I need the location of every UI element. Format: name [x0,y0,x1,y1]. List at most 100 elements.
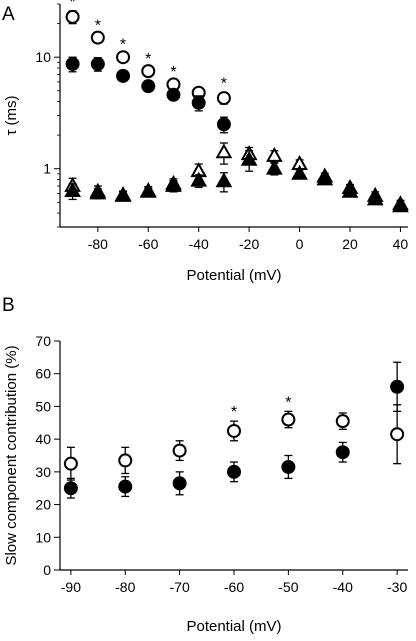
data-point [227,461,241,483]
significance-star: * [285,394,291,411]
data-point [118,446,133,475]
filled-circle-marker [166,87,181,102]
data-point [141,64,156,79]
filled-circle-marker [116,68,131,83]
data-point [392,197,409,213]
significance-star: * [221,76,227,93]
filled-circle-marker [172,476,187,491]
filled-circle-marker [335,445,350,460]
panel-b-chart: -90 -80 -70 -60 -50 -40 -30 0 10 20 30 40 50 60 70 Pote… [3,333,408,635]
x-tick-label: -60 [224,579,244,595]
open-circle-marker [63,456,78,471]
data-point [90,56,105,72]
y-axis-label: τ (ms) [3,95,20,135]
data-point [281,410,296,429]
x-axis-label: Potential (mV) [186,618,281,635]
x-tick-label: -90 [61,579,81,595]
filled-circle-marker [227,464,241,479]
filled-triangle-marker [240,150,258,166]
data-point [335,441,350,463]
filled-circle-marker [141,79,156,94]
data-point [291,164,308,180]
data-point [335,412,350,430]
y-tick-label: 20 [35,497,51,513]
filled-circle-marker [390,379,405,394]
significance-star: * [231,404,237,421]
significance-star: * [120,36,126,53]
open-circle-marker [65,9,80,24]
series-filled-circle [65,56,231,134]
data-point [172,440,187,462]
significance-star: * [69,0,75,11]
data-point [265,159,283,176]
x-tick-label: -50 [278,579,298,595]
x-tick-label: -70 [170,579,190,595]
panel-b-letter: B [2,295,15,316]
y-tick-label: 1 [43,161,51,177]
data-point [216,91,231,106]
panel-a-letter: A [2,4,15,25]
data-point [366,190,384,206]
filled-circle-marker [63,481,78,496]
data-point [172,471,187,496]
y-tick-label: 50 [35,398,51,414]
open-circle-marker [216,91,231,106]
data-point [165,176,182,193]
data-point [215,142,233,165]
filled-circle-marker [118,479,133,494]
data-point [240,150,258,172]
open-circle-marker [118,453,133,468]
data-point [316,170,334,186]
x-tick-label: 0 [296,236,304,252]
open-circle-marker [390,427,405,442]
filled-circle-marker [216,117,231,132]
filled-triangle-marker [265,159,283,175]
x-tick-label: -60 [138,236,158,252]
open-triangle-marker [215,143,233,159]
data-point [227,420,241,442]
data-point [166,77,181,92]
filled-triangle-marker [64,182,81,197]
significance-star: * [145,51,151,68]
filled-triangle-marker [316,170,334,186]
filled-triangle-marker [139,182,157,198]
y-tick-label: 30 [35,464,51,480]
x-tick-label: 20 [342,236,358,252]
x-tick-label: -30 [387,579,407,595]
filled-circle-marker [65,56,80,71]
data-point [166,87,181,102]
x-tick-label: -80 [115,579,135,595]
data-point [341,182,359,198]
data-point [116,68,131,83]
filled-triangle-marker [392,197,409,213]
filled-triangle-marker [165,176,182,192]
filled-circle-marker [90,56,105,71]
data-point [390,361,405,412]
data-point [141,79,156,94]
open-circle-marker [90,30,105,45]
x-axis-label: Potential (mV) [186,267,281,284]
series-filled-triangle [64,150,409,213]
series-open-circle [63,404,405,481]
data-point [216,116,231,134]
data-point [90,30,105,45]
open-circle-marker [227,423,241,438]
open-circle-marker [335,414,350,429]
x-tick-label: -40 [189,236,209,252]
y-tick-label: 60 [35,366,51,382]
y-axis-label: Slow component contribution (%) [3,345,20,565]
significance-star: * [170,64,176,81]
filled-triangle-marker [341,182,359,198]
data-point [65,9,80,25]
data-point [191,95,206,112]
open-triangle-marker [265,146,283,162]
data-point [116,50,131,65]
filled-circle-marker [281,459,296,474]
data-point [118,476,133,498]
y-tick-label: 40 [35,431,51,447]
data-point [89,184,107,200]
panel-a-chart: -80 -60 -40 -20 0 20 40 1 10 Potential (mV) τ (ms)… [3,0,409,284]
data-point [63,477,78,499]
x-tick-label: 40 [393,236,409,252]
open-circle-marker [116,50,131,65]
